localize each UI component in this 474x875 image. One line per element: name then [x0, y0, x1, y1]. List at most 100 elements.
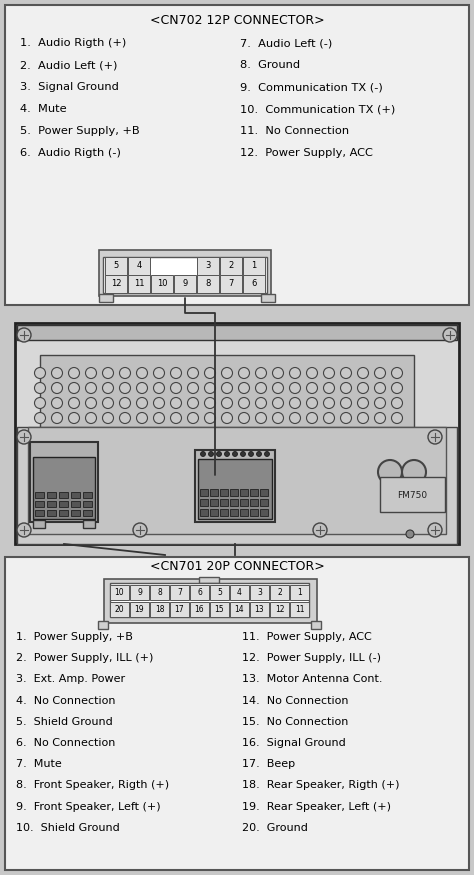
- Bar: [40, 355, 414, 430]
- Bar: [380, 477, 445, 512]
- Bar: [200, 499, 208, 506]
- Bar: [261, 294, 275, 302]
- Circle shape: [35, 412, 46, 424]
- Bar: [210, 509, 218, 516]
- Circle shape: [357, 382, 368, 394]
- Bar: [210, 499, 218, 506]
- Circle shape: [357, 397, 368, 409]
- Circle shape: [52, 368, 63, 379]
- Bar: [260, 489, 268, 496]
- Bar: [230, 602, 249, 617]
- Circle shape: [392, 412, 402, 424]
- Circle shape: [238, 382, 249, 394]
- Bar: [5, 5, 469, 305]
- Bar: [10, 315, 464, 552]
- Text: 9: 9: [137, 588, 142, 597]
- Text: 13.  Motor Antenna Cont.: 13. Motor Antenna Cont.: [242, 675, 383, 684]
- Text: 9.  Communication TX (-): 9. Communication TX (-): [240, 82, 383, 92]
- Text: 8.  Front Speaker, Rigth (+): 8. Front Speaker, Rigth (+): [16, 780, 169, 790]
- Circle shape: [17, 430, 31, 444]
- Text: 6.  Audio Rigth (-): 6. Audio Rigth (-): [20, 148, 121, 158]
- Circle shape: [221, 397, 233, 409]
- Circle shape: [69, 412, 80, 424]
- Circle shape: [221, 412, 233, 424]
- Circle shape: [374, 412, 385, 424]
- Bar: [190, 585, 209, 600]
- Circle shape: [204, 397, 216, 409]
- Circle shape: [188, 412, 199, 424]
- Bar: [230, 585, 249, 600]
- Bar: [105, 275, 127, 293]
- Circle shape: [188, 368, 199, 379]
- Circle shape: [35, 368, 46, 379]
- Bar: [98, 621, 108, 629]
- Bar: [243, 275, 265, 293]
- Bar: [150, 602, 169, 617]
- Bar: [240, 489, 248, 496]
- Circle shape: [307, 412, 318, 424]
- Circle shape: [255, 412, 266, 424]
- Text: 11: 11: [134, 279, 144, 289]
- Circle shape: [171, 368, 182, 379]
- Text: 10: 10: [115, 588, 124, 597]
- Circle shape: [17, 523, 31, 537]
- Bar: [35, 492, 44, 498]
- Bar: [250, 499, 258, 506]
- Circle shape: [137, 382, 147, 394]
- Text: 4.  Mute: 4. Mute: [20, 104, 67, 114]
- Bar: [195, 450, 275, 522]
- Circle shape: [273, 397, 283, 409]
- Bar: [33, 457, 95, 519]
- Circle shape: [137, 368, 147, 379]
- Text: 13: 13: [255, 605, 264, 614]
- Circle shape: [428, 523, 442, 537]
- Text: 7: 7: [177, 588, 182, 597]
- Bar: [59, 501, 68, 507]
- Text: 2.  Audio Left (+): 2. Audio Left (+): [20, 60, 118, 70]
- Text: FM750: FM750: [397, 491, 427, 500]
- Bar: [210, 585, 229, 600]
- Bar: [104, 579, 317, 623]
- Circle shape: [102, 412, 113, 424]
- Text: 18.  Rear Speaker, Rigth (+): 18. Rear Speaker, Rigth (+): [242, 780, 400, 790]
- Text: 9.  Front Speaker, Left (+): 9. Front Speaker, Left (+): [16, 802, 161, 812]
- Text: 5: 5: [113, 262, 118, 270]
- Circle shape: [323, 412, 335, 424]
- Text: 4: 4: [137, 262, 142, 270]
- Circle shape: [225, 452, 229, 457]
- Bar: [250, 489, 258, 496]
- Circle shape: [221, 382, 233, 394]
- Circle shape: [290, 382, 301, 394]
- Text: 16: 16: [195, 605, 204, 614]
- Circle shape: [69, 397, 80, 409]
- Circle shape: [217, 452, 221, 457]
- Bar: [59, 510, 68, 516]
- Circle shape: [290, 397, 301, 409]
- Text: 19: 19: [135, 605, 144, 614]
- Text: 6: 6: [251, 279, 257, 289]
- Bar: [190, 602, 209, 617]
- Bar: [250, 602, 269, 617]
- Text: 12.  Power Supply, ACC: 12. Power Supply, ACC: [240, 148, 373, 158]
- Bar: [128, 257, 150, 275]
- Circle shape: [119, 412, 130, 424]
- Text: 10.  Shield Ground: 10. Shield Ground: [16, 822, 120, 833]
- Bar: [151, 275, 173, 293]
- Bar: [35, 510, 44, 516]
- Text: 5.  Power Supply, +B: 5. Power Supply, +B: [20, 126, 140, 136]
- Bar: [99, 250, 271, 296]
- Bar: [200, 509, 208, 516]
- Bar: [197, 257, 219, 275]
- Circle shape: [52, 412, 63, 424]
- Bar: [71, 492, 80, 498]
- Circle shape: [374, 368, 385, 379]
- Text: 3.  Signal Ground: 3. Signal Ground: [20, 82, 119, 92]
- Bar: [35, 501, 44, 507]
- Bar: [270, 585, 289, 600]
- Text: 7: 7: [228, 279, 234, 289]
- Bar: [83, 510, 92, 516]
- Bar: [220, 509, 228, 516]
- Bar: [110, 585, 129, 600]
- Bar: [83, 492, 92, 498]
- Circle shape: [340, 382, 352, 394]
